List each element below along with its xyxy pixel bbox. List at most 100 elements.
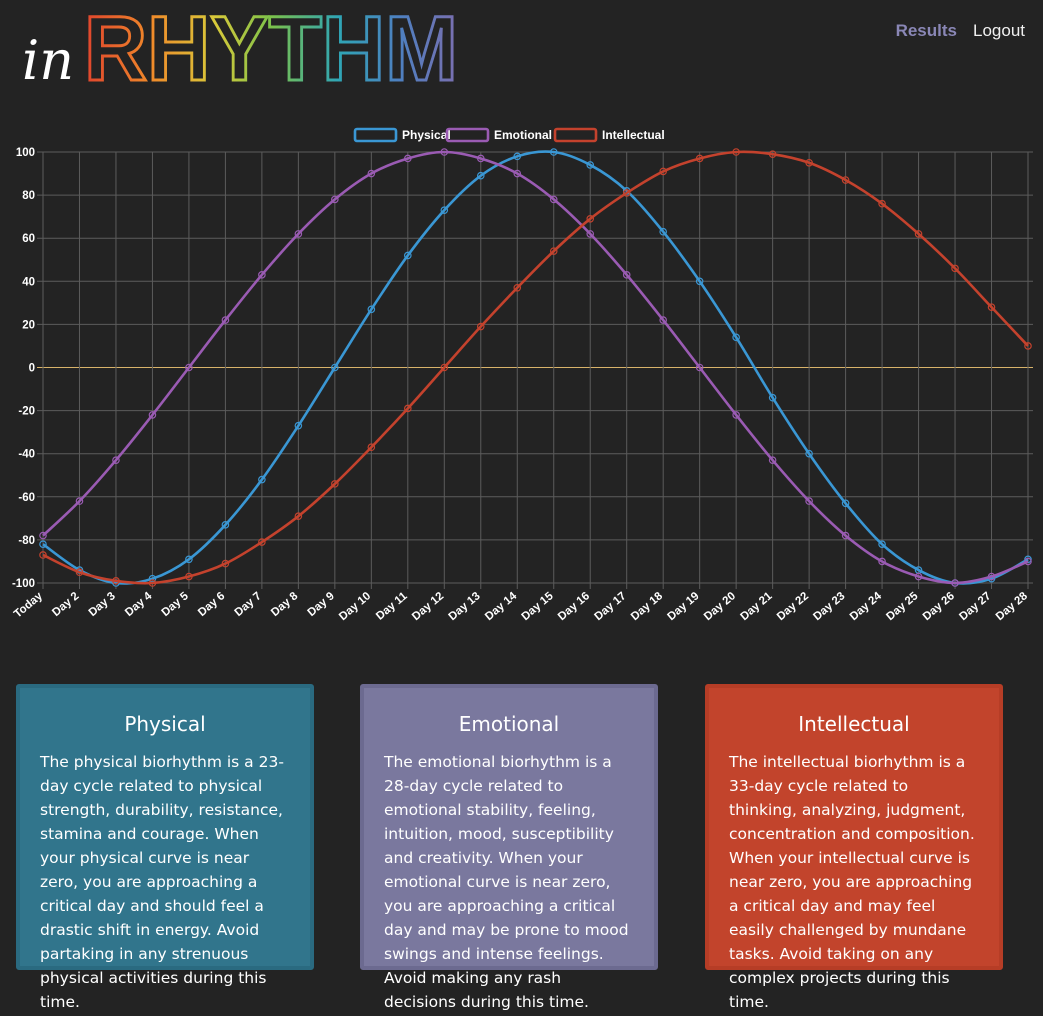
top-nav: Results Logout xyxy=(896,21,1025,41)
physical-point xyxy=(841,499,850,508)
y-tick-label: -80 xyxy=(18,535,35,547)
intellectual-point xyxy=(221,559,230,568)
x-tick-label: Day 21 xyxy=(738,590,775,623)
intellectual-point xyxy=(768,150,777,158)
physical-card: Physical The physical biorhythm is a 23-… xyxy=(16,684,314,1011)
intellectual-point xyxy=(1024,342,1032,350)
physical-point xyxy=(805,449,813,458)
y-tick-label: 100 xyxy=(16,147,35,159)
intellectual-point xyxy=(112,577,120,585)
legend-swatch-physical xyxy=(353,127,398,143)
emotional-point xyxy=(841,531,850,540)
intellectual-point xyxy=(404,404,412,413)
physical-point xyxy=(476,171,485,180)
x-tick-label: Day 2 xyxy=(50,590,81,619)
physical-point xyxy=(659,227,667,236)
physical-point xyxy=(732,333,740,342)
emotional-point xyxy=(768,456,777,464)
intellectual-point xyxy=(294,512,303,520)
intellectual-point xyxy=(331,480,339,488)
emotional-point xyxy=(513,169,522,178)
physical-point xyxy=(331,363,339,372)
intellectual-point xyxy=(805,158,813,167)
intellectual-series xyxy=(39,148,1032,587)
biorhythm-chart: 100 80 60 40 20 0 -20 -40 -60 -80 -100 Today Day 2 Da… xyxy=(0,120,1043,640)
intellectual-card-text: The intellectual biorhythm is a 33-day c… xyxy=(729,753,975,1011)
x-tick-label: Day 16 xyxy=(556,590,592,623)
emotional-point xyxy=(805,497,813,505)
x-tick-label: Day 8 xyxy=(269,590,301,619)
physical-point xyxy=(404,251,412,260)
emotional-point xyxy=(586,230,595,238)
physical-point xyxy=(549,148,558,156)
physical-point xyxy=(513,152,522,161)
intellectual-point xyxy=(695,154,704,163)
y-tick-label: 80 xyxy=(22,190,35,202)
emotional-point xyxy=(440,148,449,156)
intellectual-point xyxy=(39,551,47,559)
x-tick-label: Today xyxy=(12,590,45,621)
intellectual-point xyxy=(148,579,157,587)
x-tick-label: Day 19 xyxy=(665,590,701,623)
x-tick-label: Day 3 xyxy=(87,590,118,619)
legend-label-intellectual: Intellectual xyxy=(602,128,665,142)
x-tick-label: Day 15 xyxy=(520,590,557,623)
intellectual-point xyxy=(841,176,850,184)
emotional-point xyxy=(294,230,303,238)
emotional-point xyxy=(112,456,120,464)
x-tick-label: Day 27 xyxy=(957,590,993,623)
x-tick-label: Day 25 xyxy=(884,590,921,623)
emotional-point xyxy=(258,271,266,279)
y-tick-label: -20 xyxy=(18,406,35,418)
emotional-point xyxy=(476,154,485,163)
intellectual-point xyxy=(549,247,558,255)
emotional-point xyxy=(185,363,193,372)
emotional-point xyxy=(549,195,558,204)
x-tick-label: Day 20 xyxy=(702,590,738,623)
y-tick-label: 20 xyxy=(22,319,35,331)
x-tick-label: Day 28 xyxy=(994,590,1031,623)
physical-line xyxy=(42,150,1029,585)
x-tick-label: Day 11 xyxy=(374,590,410,623)
intellectual-card-title: Intellectual xyxy=(798,712,910,736)
emotional-point xyxy=(622,271,631,279)
physical-point xyxy=(185,555,193,564)
physical-card-text: The physical biorhythm is a 23-day cycle… xyxy=(40,753,284,1011)
y-tick-label: -40 xyxy=(18,449,35,461)
logo-rhythm-wordmark: RHYTHM xyxy=(84,4,460,88)
logo[interactable]: in RHYTHM xyxy=(20,4,460,90)
legend-label-physical: Physical xyxy=(402,128,451,142)
intellectual-point xyxy=(185,572,193,581)
x-tick-label: Day 13 xyxy=(447,590,483,623)
legend-emotional: Emotional xyxy=(445,127,552,143)
emotional-point xyxy=(367,169,376,178)
emotional-card-title: Emotional xyxy=(458,712,560,736)
emotional-point xyxy=(221,316,230,324)
emotional-series xyxy=(39,148,1032,587)
x-tick-label: Day 22 xyxy=(775,590,811,623)
intellectual-point xyxy=(586,215,595,223)
emotional-point xyxy=(331,195,339,204)
emotional-point xyxy=(914,572,923,581)
intellectual-point xyxy=(987,303,996,311)
nav-results-link[interactable]: Results xyxy=(895,21,957,40)
emotional-point xyxy=(659,316,667,324)
intellectual-point xyxy=(659,167,667,176)
intellectual-point xyxy=(440,363,449,372)
x-tick-label: Day 4 xyxy=(123,590,155,619)
nav-logout-link[interactable]: Logout xyxy=(973,21,1025,40)
intellectual-point xyxy=(367,443,376,452)
x-tick-label: Day 17 xyxy=(593,590,629,623)
x-tick-label: Day 24 xyxy=(848,590,885,623)
intellectual-point xyxy=(951,264,959,273)
emotional-point xyxy=(951,579,959,587)
emotional-point xyxy=(1024,557,1032,566)
physical-point xyxy=(878,540,886,549)
intellectual-point xyxy=(878,199,886,208)
intellectual-line xyxy=(42,150,1029,585)
physical-point xyxy=(695,277,704,286)
emotional-point xyxy=(987,572,996,581)
emotional-point xyxy=(75,497,84,505)
physical-point xyxy=(768,393,777,402)
